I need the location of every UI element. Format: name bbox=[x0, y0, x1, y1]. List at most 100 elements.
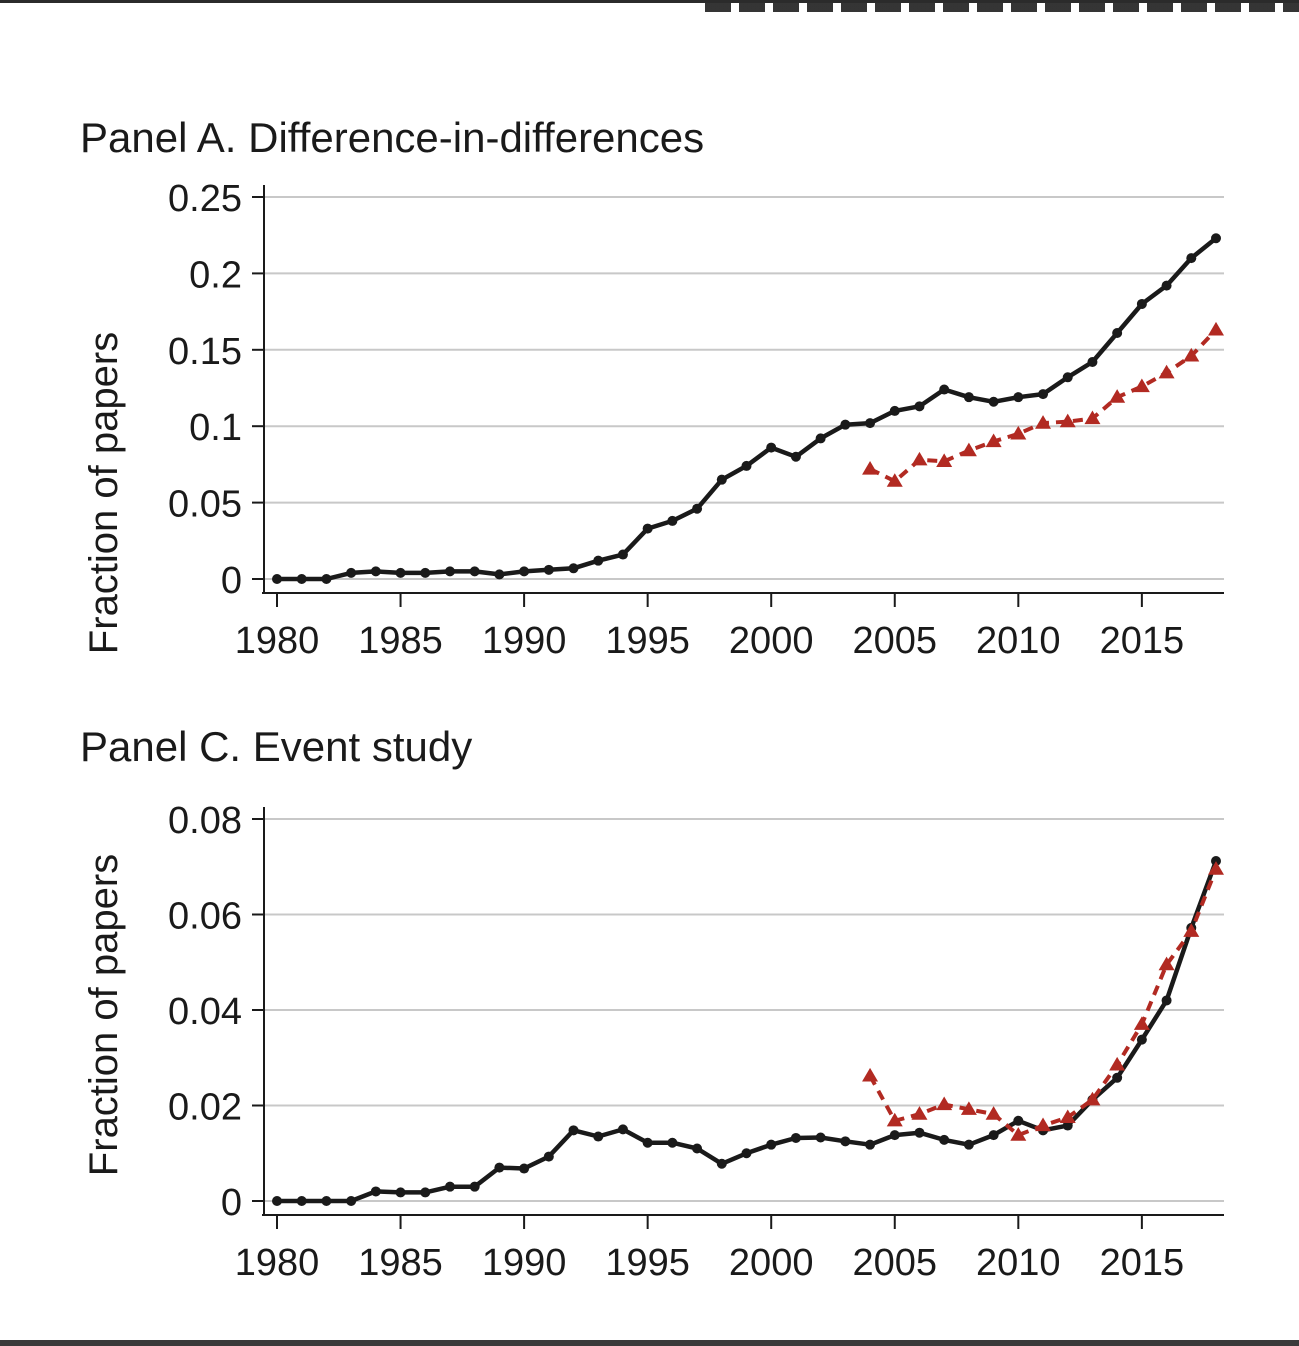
panel-a-series-1-point bbox=[321, 574, 332, 584]
panel-c-series-1-point bbox=[469, 1181, 480, 1192]
panel-a-series-1-point bbox=[346, 567, 357, 578]
panel-c-series-2-point bbox=[1084, 1091, 1101, 1106]
panel-c-x-tick-label: 1990 bbox=[482, 1242, 567, 1284]
panel-a-y-tick-label: 0.15 bbox=[168, 331, 242, 373]
panel-a-series-1-point bbox=[519, 566, 530, 577]
panel-a-series-2-point bbox=[1010, 425, 1027, 440]
panel-a-x-tick-label: 1995 bbox=[605, 620, 690, 662]
panel-a-series-1-point bbox=[494, 569, 505, 580]
panel-c-title: Panel C. Event study bbox=[80, 723, 472, 770]
panel-c-series-1-point bbox=[321, 1196, 332, 1206]
panel-c-y-tick-label: 0.06 bbox=[168, 896, 242, 938]
panel-c-series-1-point bbox=[790, 1132, 801, 1143]
panel-c-series-1-point bbox=[272, 1196, 282, 1206]
panel-a-x-tick-label: 1985 bbox=[358, 620, 443, 662]
panel-a-y-tick-label: 0 bbox=[221, 560, 242, 602]
panel-a-series-2-point bbox=[1208, 321, 1224, 336]
panel-a-series-1-point bbox=[1112, 327, 1123, 338]
panel-c-series-1-point bbox=[420, 1187, 431, 1198]
panel-a-series-1-point bbox=[692, 503, 703, 514]
panel-c-series-1-point bbox=[543, 1151, 554, 1162]
panel-c-series-1-point bbox=[815, 1132, 826, 1143]
panel-a-series-2-point bbox=[1059, 413, 1076, 428]
panel-a-y-axis-label: Fraction of papers bbox=[82, 332, 126, 654]
panel-c-x-tick-label: 2010 bbox=[976, 1242, 1061, 1284]
panel-a-title: Panel A. Difference-in-differences bbox=[80, 114, 704, 161]
panel-a-series-1-point bbox=[543, 564, 554, 575]
panel-c-series-1-point bbox=[1136, 1034, 1147, 1045]
panel-a-series-2-point bbox=[911, 451, 928, 466]
panel-a-x-tick-label: 2000 bbox=[729, 620, 814, 662]
panel-a-series-1-point bbox=[889, 405, 900, 416]
panel-a-series-1-point bbox=[1186, 253, 1197, 264]
panel-c-series-1-point bbox=[865, 1139, 876, 1150]
panel-c-y-tick-label: 0.08 bbox=[168, 800, 242, 842]
panel-a-series-1-point bbox=[766, 442, 777, 453]
panel-c-series-1-point bbox=[1062, 1120, 1073, 1131]
panel-a-series-2-point bbox=[1035, 415, 1052, 429]
panel-c-series-2-point bbox=[960, 1101, 977, 1115]
panel-c-x-tick-label: 2000 bbox=[729, 1242, 814, 1284]
panel-a-y-tick-label: 0.05 bbox=[168, 484, 242, 526]
panel-c-series-1-point bbox=[1161, 995, 1172, 1006]
panel-c-series-1-point bbox=[667, 1137, 678, 1148]
panel-c-series-1-point bbox=[346, 1196, 357, 1206]
panel-a-series-2-point bbox=[886, 473, 903, 487]
panel-a-series-1-point bbox=[1038, 389, 1049, 400]
panel-a-series-1-point bbox=[716, 474, 727, 485]
panel-a-x-tick-label: 2005 bbox=[852, 620, 937, 662]
panel-c-series-2-point bbox=[886, 1112, 903, 1127]
panel-a-series-2-point bbox=[1183, 347, 1200, 362]
panel-a-series-1-point bbox=[865, 418, 876, 429]
panel-c-series-1-point bbox=[494, 1162, 505, 1173]
clipped-heading-fragment bbox=[705, 3, 1299, 12]
panel-c-series-1-point bbox=[889, 1130, 900, 1141]
panel-c-series-1-point bbox=[1112, 1072, 1123, 1083]
panel-c-series-1-point bbox=[963, 1139, 974, 1150]
panel-c-chart: Panel C. Event study Fraction of papers … bbox=[80, 723, 1224, 1284]
panel-a-series-2-point bbox=[960, 442, 977, 457]
panel-a-series-1-point bbox=[1136, 298, 1147, 309]
panel-c-series-2-point bbox=[1208, 861, 1224, 875]
panel-c-series-2-point bbox=[985, 1106, 1002, 1120]
panel-c-series-1-point bbox=[741, 1148, 752, 1159]
panel-a-chart: Panel A. Difference-in-differences Fract… bbox=[80, 114, 1224, 662]
bottom-border bbox=[0, 1340, 1299, 1346]
panel-c-x-tick-label: 1980 bbox=[235, 1242, 320, 1284]
panel-c-series-2-point bbox=[1035, 1117, 1052, 1132]
panel-c-series-1-point bbox=[766, 1139, 777, 1150]
panel-a-series-2-point bbox=[936, 453, 953, 467]
panel-a-series-1-point bbox=[963, 392, 974, 403]
panel-c-series-2-point bbox=[1059, 1109, 1076, 1124]
panel-a-series-1-point bbox=[469, 566, 480, 577]
panel-a-series-1-point bbox=[790, 451, 801, 462]
top-border bbox=[0, 0, 1299, 3]
panel-a-series-1-point bbox=[370, 566, 381, 577]
panel-a-series-1-point bbox=[840, 419, 851, 430]
panel-c-series-2-point bbox=[936, 1096, 953, 1111]
panel-a-y-tick-label: 0.2 bbox=[189, 254, 242, 296]
panel-c-series-1-point bbox=[593, 1131, 604, 1142]
panel-a-series-1-line bbox=[277, 236, 1218, 582]
panel-a-y-tick-label: 0.1 bbox=[189, 407, 242, 449]
panel-a-y-tick-label: 0.25 bbox=[168, 178, 242, 220]
panel-a-series-1-point bbox=[568, 563, 579, 574]
panel-a-series-1-point bbox=[444, 566, 455, 577]
panel-a-series-1-point bbox=[617, 549, 628, 560]
panel-c-series-1-point bbox=[296, 1196, 307, 1206]
panel-a-x-tick-label: 1990 bbox=[482, 620, 567, 662]
panel-c-series-1-point bbox=[840, 1136, 851, 1147]
panel-a-x-tick-label: 2010 bbox=[976, 620, 1061, 662]
panel-c-y-tick-label: 0.04 bbox=[168, 991, 242, 1033]
panel-a-series-2-point bbox=[1109, 389, 1126, 403]
panel-a-series-1-point bbox=[395, 567, 406, 578]
panel-c-series-1-point bbox=[370, 1186, 381, 1197]
panel-c-series-1-point bbox=[444, 1181, 455, 1192]
panel-c-series-2-point bbox=[1133, 1016, 1150, 1030]
panel-c-series-2-point bbox=[1010, 1127, 1027, 1141]
panel-c-series-2-point bbox=[1183, 923, 1200, 937]
panel-a-series-2-point bbox=[1084, 410, 1101, 425]
panel-c-series-1-point bbox=[617, 1124, 628, 1135]
panel-a-series-1-point bbox=[1161, 280, 1172, 291]
panel-a-x-tick-label: 1980 bbox=[235, 620, 320, 662]
